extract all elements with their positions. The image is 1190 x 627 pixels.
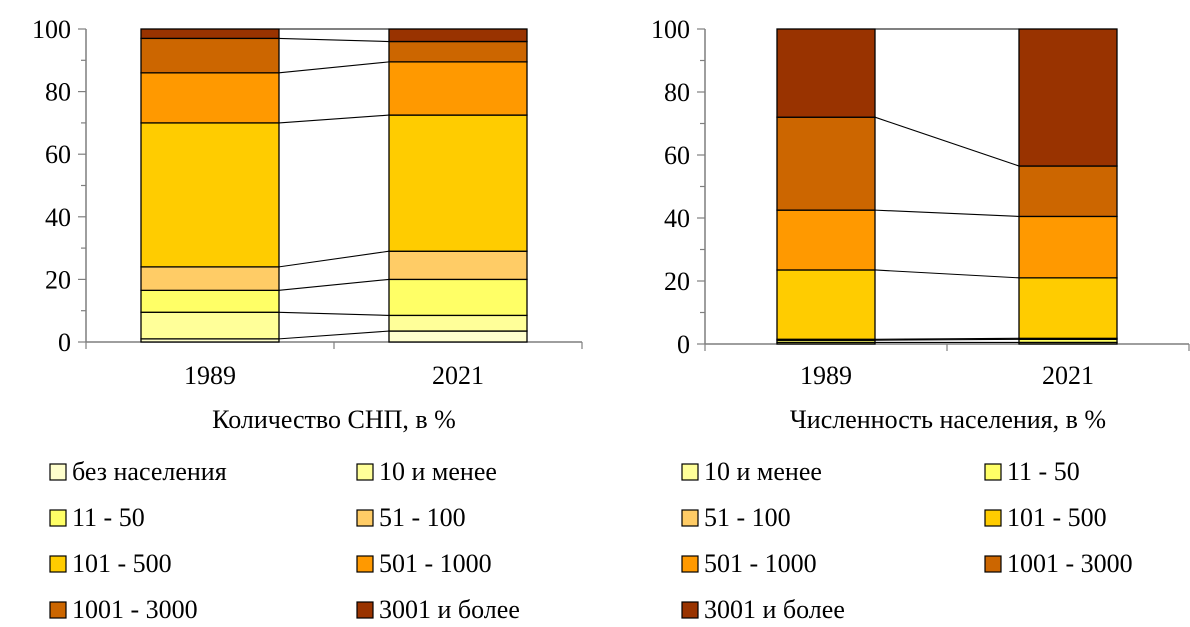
series-connector-line [874, 269, 1020, 279]
y-tick-label: 100 [32, 15, 71, 44]
y-tick-label: 80 [664, 78, 690, 107]
legend-label: 11 - 50 [1007, 457, 1080, 486]
series-connector-line [278, 330, 390, 340]
chart-population-svg: 0 20 40 60 80 100 1989 2021 Численность населени… [651, 15, 1190, 624]
bar-segment [1018, 277, 1118, 339]
legend-label: 10 и менее [704, 457, 822, 486]
bar-segment [140, 72, 280, 124]
legend-label: 11 - 50 [72, 503, 145, 532]
legend-label: 501 - 1000 [379, 549, 492, 578]
series-connector-line [874, 337, 1020, 340]
series-connector-line [278, 114, 390, 124]
y-tick-label: 60 [45, 140, 71, 169]
x-tick-label: 1989 [800, 361, 852, 390]
bar-segment [140, 28, 280, 40]
legend-label: 1001 - 3000 [1007, 549, 1133, 578]
bar-segment [388, 250, 528, 281]
x-tick-label: 1989 [184, 361, 236, 390]
legend-swatch [356, 555, 374, 573]
legend-label: без населения [72, 457, 227, 486]
legend-swatch [356, 601, 374, 619]
bar-segment [388, 40, 528, 63]
legend-swatch [681, 601, 699, 619]
bar-segment [388, 61, 528, 116]
chart-title: Численность населения, в % [790, 405, 1106, 434]
chart-title: Количество СНП, в % [212, 405, 456, 434]
legend-label: 101 - 500 [72, 549, 172, 578]
bar-segment [388, 330, 528, 343]
bar-segment [1018, 215, 1118, 279]
x-tick-label: 2021 [432, 361, 484, 390]
legend-label: 501 - 1000 [704, 549, 817, 578]
bar-segment [776, 269, 876, 340]
chart-snp-count: 0 20 40 60 80 100 1989 2021 Количество СНП, в % б… [0, 0, 595, 624]
legend-label: 51 - 100 [704, 503, 791, 532]
bar-segment [388, 114, 528, 252]
legend-swatch [49, 509, 67, 527]
bar-segment [140, 37, 280, 74]
y-tick-label: 80 [45, 78, 71, 107]
series-connector-line [278, 250, 390, 268]
series-connector-line [278, 37, 390, 43]
legend-swatch [984, 555, 1002, 573]
y-tick-label: 20 [45, 265, 71, 294]
bar-segment [140, 311, 280, 340]
y-tick-label: 100 [651, 15, 690, 44]
bar-segment [1018, 165, 1118, 218]
series-connector-line [874, 209, 1020, 217]
bar-segment [776, 116, 876, 211]
y-tick-label: 0 [58, 328, 71, 357]
chart-population: 0 20 40 60 80 100 1989 2021 Численность населени… [595, 0, 1190, 624]
legend-swatch [49, 555, 67, 573]
legend-swatch [984, 463, 1002, 481]
legend-swatch [984, 509, 1002, 527]
series-connector-line [874, 116, 1020, 167]
legend-label: 51 - 100 [379, 503, 466, 532]
legend-swatch [681, 509, 699, 527]
legend-label: 10 и менее [379, 457, 497, 486]
bar-segment [776, 28, 876, 118]
x-tick-label: 2021 [1042, 361, 1094, 390]
bar-segment [1018, 28, 1118, 167]
legend-label: 3001 и более [704, 595, 845, 622]
bar-segment [388, 28, 528, 43]
legend-swatch [356, 509, 374, 527]
y-tick-label: 20 [664, 267, 690, 296]
legend-swatch [681, 555, 699, 573]
y-tick-label: 40 [45, 203, 71, 232]
legend-label: 101 - 500 [1007, 503, 1107, 532]
legend-swatch [681, 463, 699, 481]
bar-segment [140, 266, 280, 292]
legend-swatch [49, 601, 67, 619]
y-tick-label: 0 [677, 330, 690, 359]
chart-snp-count-svg: 0 20 40 60 80 100 1989 2021 Количество СНП, в % б… [32, 15, 583, 624]
y-tick-label: 60 [664, 141, 690, 170]
legend-label: 3001 и более [379, 595, 520, 622]
y-tick-label: 40 [664, 204, 690, 233]
bar-segment [388, 314, 528, 332]
series-connector-line [278, 311, 390, 316]
series-connector-line [874, 338, 1020, 341]
bar-segment [140, 289, 280, 313]
bar-segment [140, 122, 280, 268]
legend-swatch [49, 463, 67, 481]
series-connector-line [278, 278, 390, 291]
series-connector-line [278, 61, 390, 74]
bar-segment [776, 209, 876, 271]
bar-segment [388, 278, 528, 317]
legend-swatch [356, 463, 374, 481]
legend-label: 1001 - 3000 [72, 595, 198, 622]
